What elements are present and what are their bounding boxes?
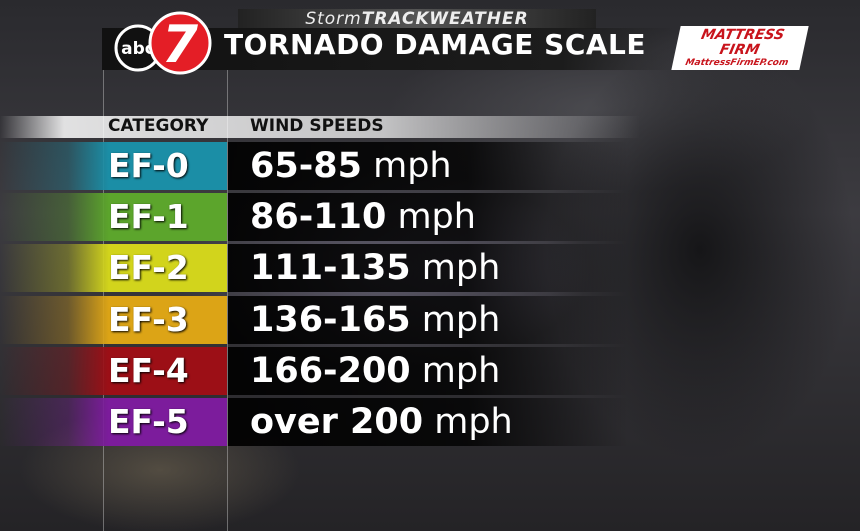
speed-text: 136-165 mph — [250, 296, 500, 344]
speed-unit: mph — [421, 299, 501, 340]
speed-unit: mph — [421, 248, 501, 289]
brand-prefix: Storm — [305, 9, 362, 29]
speed-range: over 200 — [250, 402, 424, 442]
category-cell — [0, 295, 227, 344]
brand-middle: TRACK — [361, 9, 430, 29]
table-row: EF-1 86-110 mph — [0, 193, 640, 242]
table-row: EF-5 over 200 mph — [0, 398, 640, 446]
table-row: EF-3 136-165 mph — [0, 295, 640, 344]
speed-unit: mph — [373, 146, 452, 186]
speed-text: over 200 mph — [250, 398, 513, 446]
speed-range: 86-110 — [250, 197, 387, 238]
category-cell — [0, 398, 227, 446]
sponsor-box: MATTRESS FIRM MattressFirmEP.com — [671, 26, 809, 70]
speed-cell — [228, 398, 628, 446]
sponsor-name-1: MATTRESS — [699, 27, 786, 43]
brand-banner: StormTRACKWEATHER — [238, 9, 596, 29]
speed-unit: mph — [397, 197, 476, 238]
category-cell — [0, 142, 227, 190]
speed-range: 65-85 — [250, 146, 362, 186]
table-row: EF-2 111-135 mph — [0, 244, 640, 293]
speed-cell — [228, 244, 628, 293]
category-cell — [0, 193, 227, 242]
speed-cell — [228, 142, 628, 190]
speed-range: 111-135 — [250, 248, 411, 289]
sponsor-name-2: FIRM — [718, 42, 762, 58]
table-row: EF-4 166-200 mph — [0, 346, 640, 395]
category-label: EF-5 — [108, 402, 189, 441]
logo-channel: 7 — [162, 15, 199, 75]
sponsor-url: MattressFirmEP.com — [684, 58, 790, 68]
category-cell — [0, 346, 227, 395]
divider — [227, 70, 228, 531]
speed-range: 166-200 — [250, 350, 411, 391]
category-label: EF-4 — [108, 350, 189, 390]
speed-cell — [228, 346, 628, 395]
title: TORNADO DAMAGE SCALE — [224, 28, 647, 61]
column-header: WIND SPEEDS — [250, 116, 384, 136]
logo-network: abc — [121, 39, 155, 59]
speed-text: 86-110 mph — [250, 193, 476, 241]
table-row: EF-0 65-85 mph — [0, 142, 640, 190]
header-bar — [0, 116, 640, 138]
category-label: EF-3 — [108, 299, 189, 339]
category-label: EF-2 — [108, 248, 189, 288]
speed-text: 65-85 mph — [250, 142, 452, 190]
station-logo: abc 7 — [114, 11, 212, 75]
speed-text: 166-200 mph — [250, 347, 500, 395]
category-label: EF-1 — [108, 197, 189, 237]
speed-text: 111-135 mph — [250, 244, 500, 292]
speed-unit: mph — [421, 350, 501, 391]
category-label: EF-0 — [108, 146, 189, 185]
speed-cell — [228, 295, 628, 344]
speed-cell — [228, 193, 628, 242]
speed-unit: mph — [434, 402, 513, 442]
column-header: CATEGORY — [108, 116, 209, 136]
category-cell — [0, 244, 227, 293]
brand-suffix: WEATHER — [429, 9, 529, 29]
logo-seven-circle — [148, 11, 212, 75]
speed-range: 136-165 — [250, 299, 411, 340]
